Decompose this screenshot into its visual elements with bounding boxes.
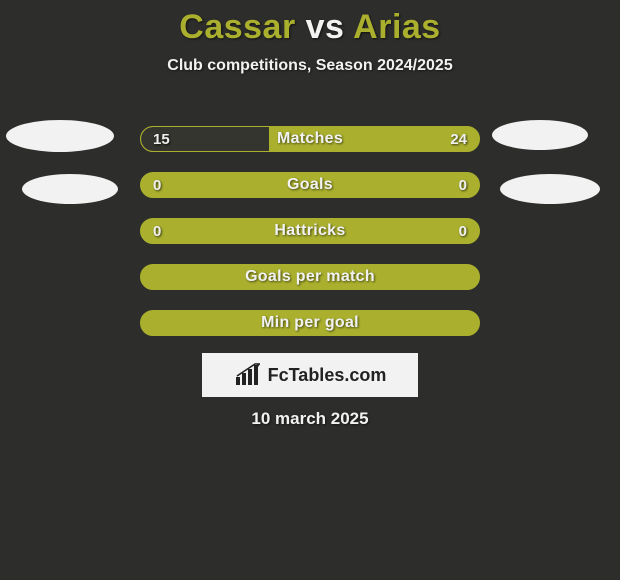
stat-label: Hattricks xyxy=(141,219,479,243)
stat-row-goals-per-match: Goals per match xyxy=(140,264,480,290)
stat-label: Min per goal xyxy=(141,311,479,335)
avatar-left-1 xyxy=(6,120,114,152)
player1-name: Cassar xyxy=(179,8,295,46)
stat-row-goals: 00Goals xyxy=(140,172,480,198)
player2-name: Arias xyxy=(353,8,441,46)
stat-row-hattricks: 00Hattricks xyxy=(140,218,480,244)
stat-row-min-per-goal: Min per goal xyxy=(140,310,480,336)
logo-text: FcTables.com xyxy=(268,365,387,386)
comparison-title: Cassar vs Arias xyxy=(0,0,620,47)
stat-label: Matches xyxy=(141,127,479,151)
date-text: 10 march 2025 xyxy=(0,409,620,429)
logo-box: FcTables.com xyxy=(202,353,418,397)
logo-chart-icon xyxy=(234,363,262,387)
stat-label: Goals xyxy=(141,173,479,197)
stat-row-matches: 1524Matches xyxy=(140,126,480,152)
stat-bars: 1524Matches 00Goals 00Hattricks Goals per m… xyxy=(140,126,480,356)
avatar-left-2 xyxy=(22,174,118,204)
avatar-right-2 xyxy=(500,174,600,204)
avatar-right-1 xyxy=(492,120,588,150)
vs-text: vs xyxy=(306,8,345,46)
stat-label: Goals per match xyxy=(141,265,479,289)
subtitle: Club competitions, Season 2024/2025 xyxy=(0,57,620,75)
